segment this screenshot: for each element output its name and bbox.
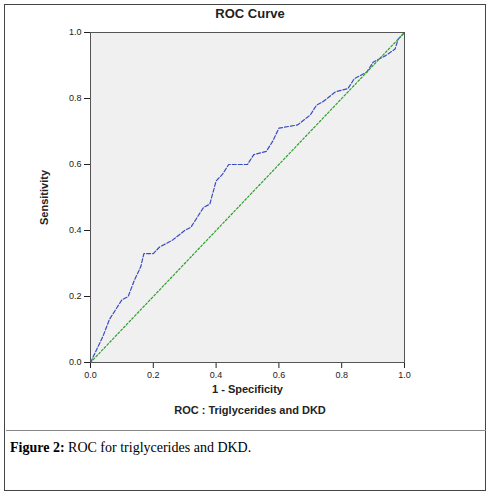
svg-text:0.4: 0.4 — [69, 225, 82, 235]
html-text:ROC Curve: ROC Curve — [215, 6, 285, 21]
html-text:Figure 2: ROC for triglyceride: Figure 2: ROC for triglycerides and DKD. — [10, 440, 252, 455]
svg-text:0.4: 0.4 — [210, 370, 223, 380]
svg-text:1.0: 1.0 — [398, 370, 411, 380]
svg-text:0.2: 0.2 — [69, 291, 82, 301]
svg-text:1 - Specificity: 1 - Specificity — [212, 383, 284, 395]
svg-text:0.8: 0.8 — [69, 93, 82, 103]
svg-text:0.0: 0.0 — [69, 357, 82, 367]
svg-text:0.0: 0.0 — [84, 370, 97, 380]
svg-text:0.6: 0.6 — [273, 370, 286, 380]
html-text:ROC : Triglycerides and DKD: ROC : Triglycerides and DKD — [174, 404, 326, 416]
svg-text:Sensitivity: Sensitivity — [38, 169, 50, 225]
svg-text:0.8: 0.8 — [335, 370, 348, 380]
svg-text:0.6: 0.6 — [69, 159, 82, 169]
svg-text:1.0: 1.0 — [69, 27, 82, 37]
svg-text:0.2: 0.2 — [147, 370, 160, 380]
